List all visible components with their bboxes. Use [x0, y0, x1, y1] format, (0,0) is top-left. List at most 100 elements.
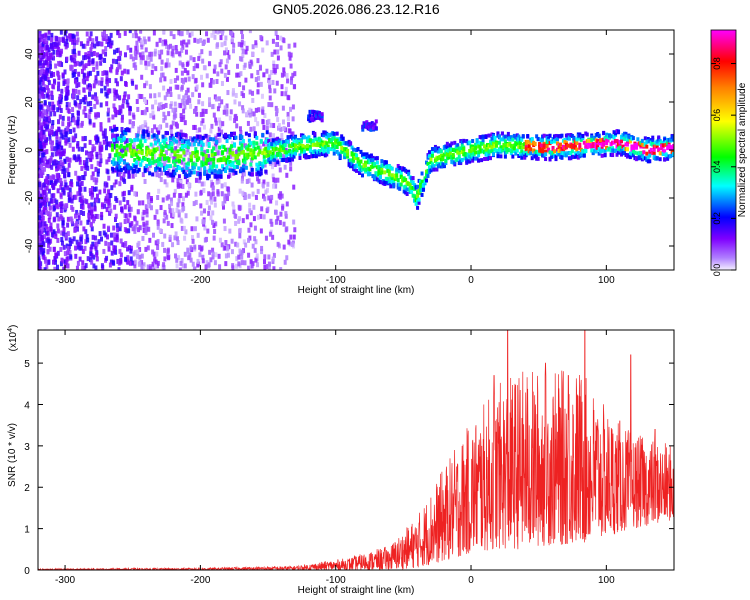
heatmap-cell — [317, 111, 321, 116]
heatmap-cell — [576, 136, 580, 141]
heatmap-cell — [75, 60, 79, 66]
heatmap-cell — [266, 206, 270, 212]
heatmap-cell — [267, 195, 271, 201]
heatmap-cell — [41, 200, 45, 206]
heatmap-cell — [614, 148, 618, 153]
heatmap-cell — [124, 213, 128, 219]
heatmap-cell — [48, 214, 52, 220]
heatmap-cell — [118, 33, 122, 39]
heatmap-cell — [663, 149, 667, 154]
heatmap-cell — [238, 216, 242, 222]
heatmap-cell — [228, 152, 232, 158]
heatmap-cell — [59, 165, 63, 171]
heatmap-cell — [575, 141, 579, 146]
heatmap-cell — [169, 103, 173, 109]
heatmap-cell — [203, 149, 207, 155]
heatmap-cell — [199, 112, 203, 118]
heatmap-cell — [249, 148, 253, 153]
heatmap-cell — [143, 98, 147, 104]
heatmap-cell — [204, 153, 208, 158]
heatmap-cell — [112, 141, 116, 147]
heatmap-cell — [257, 142, 261, 148]
heatmap-cell — [228, 228, 232, 234]
snr-frame — [37, 329, 675, 571]
heatmap-cell — [60, 237, 64, 243]
heatmap-cell — [253, 247, 257, 253]
heatmap-cell — [274, 219, 278, 225]
heatmap-cell — [53, 198, 57, 204]
heatmap-cell — [267, 261, 271, 267]
heatmap-cell — [223, 226, 227, 232]
heatmap-cell — [553, 139, 557, 144]
heatmap-cell — [94, 265, 98, 270]
heatmap-cell — [201, 135, 205, 140]
heatmap-cell — [53, 256, 57, 262]
heatmap-cell — [144, 223, 148, 229]
heatmap-cell — [189, 154, 193, 159]
heatmap-cell — [360, 173, 364, 178]
heatmap-cell — [263, 162, 267, 168]
heatmap-cell — [371, 155, 375, 160]
heatmap-cell — [52, 78, 56, 84]
heatmap-cell — [374, 126, 378, 131]
heatmap-cell — [487, 133, 491, 138]
x-tick-label: -300 — [55, 275, 75, 286]
heatmap-cell — [201, 82, 205, 88]
heatmap-cell — [184, 167, 188, 173]
heatmap-cell — [42, 161, 46, 167]
heatmap-cell — [100, 211, 104, 217]
heatmap-cell — [279, 267, 283, 270]
heatmap-cell — [177, 174, 181, 179]
heatmap-cell — [209, 196, 213, 202]
heatmap-cell — [179, 147, 183, 152]
heatmap-cell — [138, 52, 142, 58]
heatmap-cell — [167, 255, 171, 261]
heatmap-cell — [83, 135, 87, 141]
heatmap-cell — [157, 106, 161, 112]
heatmap-cell — [65, 259, 69, 265]
heatmap-cell — [162, 85, 166, 91]
heatmap-cell — [314, 153, 318, 158]
heatmap-cell — [143, 168, 147, 173]
heatmap-cell — [49, 238, 53, 244]
heatmap-cell — [96, 168, 100, 174]
heatmap-cell — [112, 124, 116, 130]
heatmap-cell — [286, 139, 290, 144]
heatmap-cell — [183, 104, 187, 110]
heatmap-cell — [43, 185, 47, 191]
heatmap-cell — [171, 120, 175, 126]
heatmap-cell — [267, 153, 271, 158]
heatmap-cell — [316, 140, 320, 145]
heatmap-cell — [103, 133, 107, 139]
heatmap-cell — [170, 223, 174, 229]
heatmap-cell — [231, 48, 235, 54]
heatmap-cell — [210, 167, 214, 172]
heatmap-cell — [78, 175, 82, 181]
heatmap-cell — [278, 194, 282, 200]
heatmap-cell — [182, 196, 186, 202]
heatmap-cell — [83, 94, 87, 100]
heatmap-cell — [228, 147, 232, 152]
heatmap-cell — [63, 172, 67, 178]
heatmap-cell — [261, 164, 265, 169]
heatmap-cell — [39, 142, 43, 148]
heatmap-cell — [614, 131, 618, 136]
heatmap-cell — [468, 140, 472, 145]
heatmap-cell — [392, 180, 396, 185]
heatmap-cell — [427, 165, 431, 170]
heatmap-cell — [218, 120, 222, 126]
heatmap-cell — [84, 229, 88, 235]
heatmap-cell — [155, 165, 159, 170]
heatmap-cell — [275, 108, 279, 114]
heatmap-cell — [320, 112, 324, 117]
heatmap-cell — [133, 191, 137, 197]
heatmap-cell — [115, 126, 119, 131]
heatmap-cell — [198, 52, 202, 58]
heatmap-cell — [381, 163, 385, 168]
heatmap-cell — [145, 166, 149, 172]
heatmap-cell — [536, 156, 540, 161]
heatmap-cell — [143, 109, 147, 115]
heatmap-cell — [289, 52, 293, 58]
heatmap-cell — [112, 103, 116, 109]
